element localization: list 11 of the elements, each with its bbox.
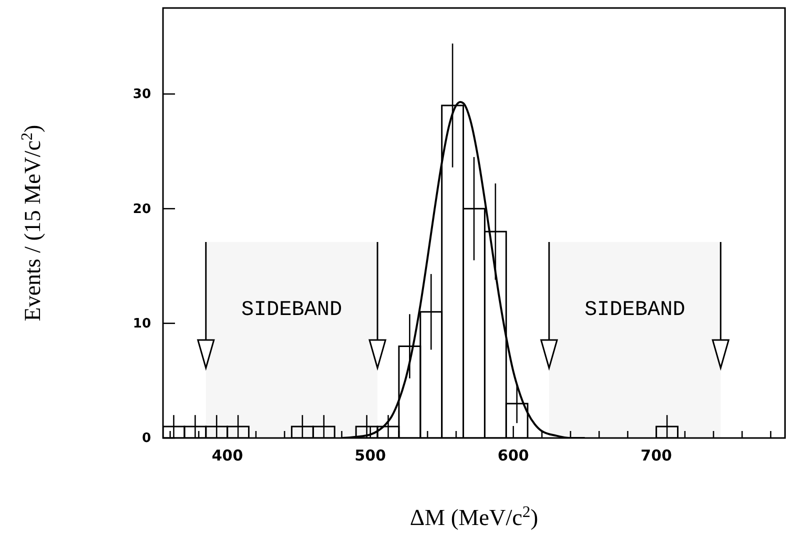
y-tick-label: 20 (132, 202, 151, 217)
y-tick-label: 10 (132, 316, 151, 332)
x-tick-label: 500 (354, 446, 386, 465)
x-axis-title: ΔM (MeV/c$^{2}$) (410, 504, 538, 530)
y-tick-label: 30 (132, 87, 151, 102)
x-tick-label: 400 (212, 446, 243, 465)
band-label: SIDEBAND (584, 299, 686, 322)
x-tick-label: 700 (640, 446, 672, 465)
y-tick-label: 0 (142, 431, 151, 446)
band-label: SIDEBAND (241, 299, 342, 322)
x-tick-label: 600 (498, 446, 529, 465)
